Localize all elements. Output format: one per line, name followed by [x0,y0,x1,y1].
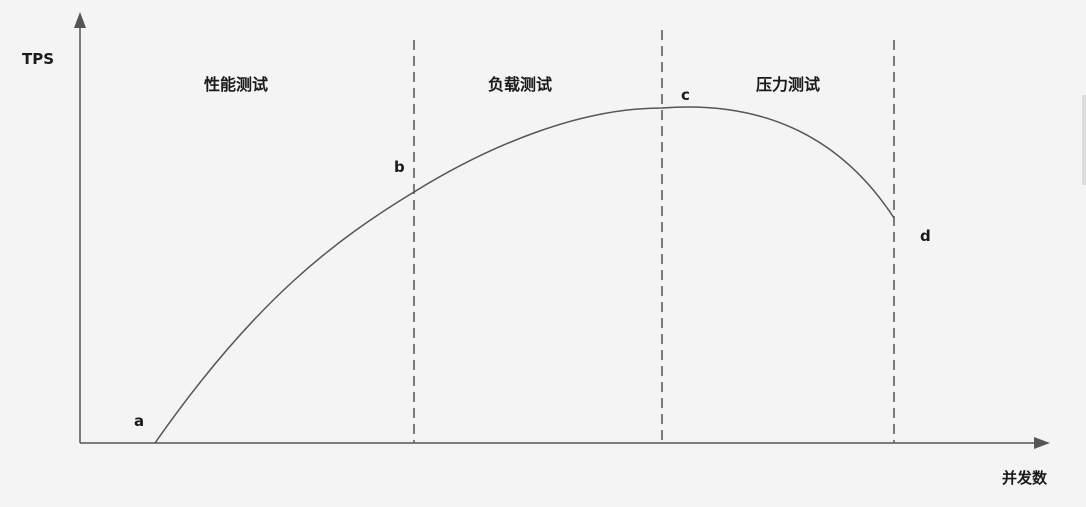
point-label-c: c [681,86,690,104]
x-axis-arrow [1034,437,1050,449]
zone-label-load: 负载测试 [488,75,553,94]
tps-curve [154,106,895,444]
point-label-b: b [394,158,405,176]
zone-label-performance: 性能测试 [204,75,269,94]
x-axis-label: 并发数 [1002,469,1048,487]
point-label-a: a [134,412,145,430]
y-axis-label: TPS [22,50,55,68]
zone-label-stress: 压力测试 [756,75,821,94]
point-label-d: d [920,227,931,245]
right-edge-strip [1082,95,1086,185]
y-axis-arrow [74,12,86,28]
